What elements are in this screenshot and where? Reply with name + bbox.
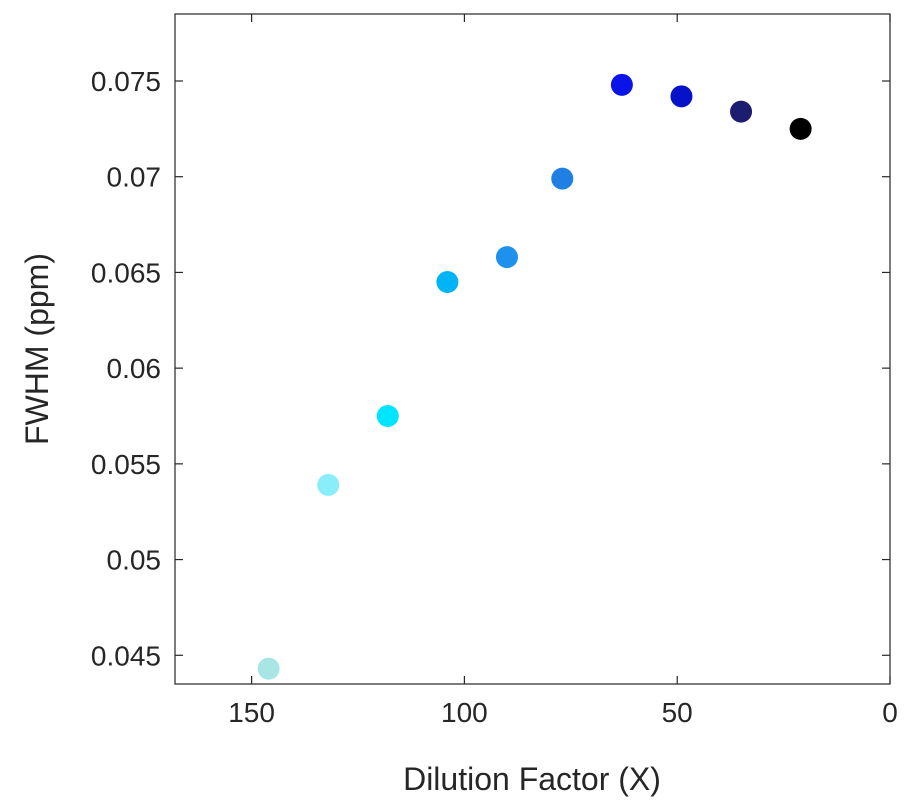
axis-ticks: 150 100 50 0 0.045 0.05 0.055 0.06 0.065 0.07 0.07… [91, 14, 898, 728]
data-point [495, 246, 518, 269]
y-tick-label: 0.075 [91, 66, 161, 97]
data-point [551, 167, 574, 190]
x-tick-label: 0 [882, 697, 898, 728]
y-axis-label: FWHM (ppm) [19, 253, 55, 445]
y-tick-label: 0.045 [91, 640, 161, 671]
data-point [376, 405, 399, 427]
plot-area-frame [174, 13, 891, 685]
x-tick-label: 100 [441, 697, 488, 728]
x-tick-label: 150 [228, 697, 275, 728]
y-tick-label: 0.065 [91, 257, 161, 288]
data-point [730, 100, 753, 123]
data-points [257, 73, 812, 680]
data-point [610, 73, 633, 96]
data-point [317, 473, 340, 496]
x-axis-label: Dilution Factor (X) [403, 761, 661, 797]
data-point [789, 117, 812, 140]
y-tick-label: 0.06 [107, 353, 162, 384]
data-point [257, 657, 280, 680]
data-point [436, 271, 459, 293]
data-point [670, 85, 693, 108]
y-tick-label: 0.05 [107, 545, 162, 576]
x-tick-label: 50 [662, 697, 693, 728]
y-tick-label: 0.07 [107, 162, 162, 193]
y-tick-label: 0.055 [91, 449, 161, 480]
